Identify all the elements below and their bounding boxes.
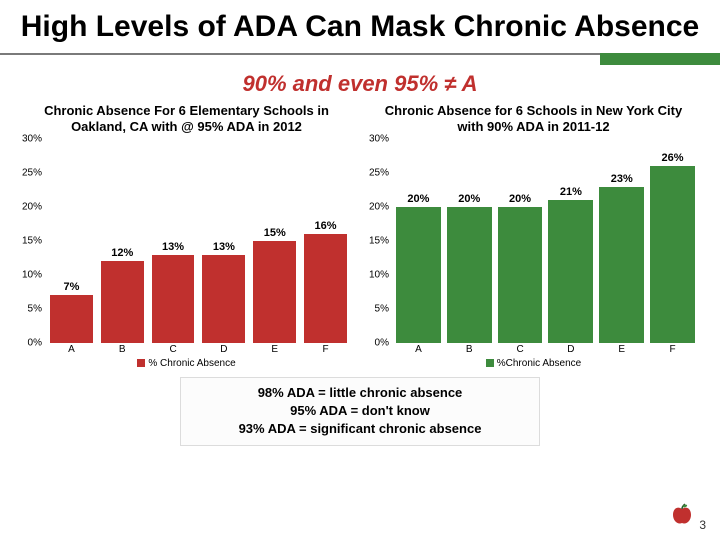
bar-value-label: 23% [611,173,633,185]
y-tick: 10% [18,270,46,281]
bar-wrap: 13% [198,139,249,343]
callout-box: 98% ADA = little chronic absence 95% ADA… [180,377,540,446]
bar [548,200,593,343]
x-axis-a: ABCDEF [46,344,351,355]
x-tick: D [198,344,249,355]
bar-value-label: 15% [264,227,286,239]
legend-b: %Chronic Absence [365,358,702,369]
bar-value-label: 21% [560,186,582,198]
bar [498,207,543,343]
bars-a: 7% 12% 13% 13% 15% 16% [46,139,351,343]
bar-value-label: 26% [662,152,684,164]
bar-wrap: 15% [249,139,300,343]
bar [253,241,296,343]
legend-label-b: %Chronic Absence [497,358,582,369]
bar-wrap: 21% [545,139,596,343]
x-tick: B [444,344,495,355]
chart-right-plot: 20% 20% 20% 21% 23% 26% ABCDEF %Chronic Absen… [365,139,702,369]
bar-value-label: 20% [509,193,531,205]
y-tick: 25% [18,168,46,179]
x-tick: E [249,344,300,355]
legend-a: % Chronic Absence [18,358,355,369]
subtitle-text: 90% and even 95% ≠ A [242,71,477,96]
chart-right-title: Chronic Absence for 6 Schools in New Yor… [365,103,702,140]
y-tick: 5% [18,304,46,315]
bar-wrap: 20% [444,139,495,343]
bar-wrap: 20% [393,139,444,343]
x-axis-b: ABCDEF [393,344,698,355]
x-tick: A [393,344,444,355]
x-tick: D [545,344,596,355]
y-tick: 25% [365,168,393,179]
bar-value-label: 13% [213,241,235,253]
y-tick: 20% [18,202,46,213]
legend-label-a: % Chronic Absence [148,358,235,369]
bar [650,166,695,343]
title-rule [0,53,720,65]
bar-wrap: 13% [148,139,199,343]
callout-line-1: 98% ADA = little chronic absence [189,384,531,402]
bar-wrap: 26% [647,139,698,343]
callout-line-2: 95% ADA = don't know [189,402,531,420]
bar [101,261,144,343]
callout-line-3: 93% ADA = significant chronic absence [189,420,531,438]
y-tick: 0% [18,338,46,349]
chart-left-title: Chronic Absence For 6 Elementary Schools… [18,103,355,140]
y-tick: 5% [365,304,393,315]
chart-left: Chronic Absence For 6 Elementary Schools… [18,103,355,370]
bar-wrap: 12% [97,139,148,343]
bar-wrap: 16% [300,139,351,343]
legend-swatch-b [486,359,494,367]
bar-value-label: 20% [458,193,480,205]
bar-value-label: 13% [162,241,184,253]
bar [304,234,347,343]
apple-icon [672,503,692,530]
bar-value-label: 12% [111,247,133,259]
bar [202,255,245,343]
x-tick: C [495,344,546,355]
legend-swatch-a [137,359,145,367]
subtitle: 90% and even 95% ≠ A [0,71,720,97]
bar [396,207,441,343]
y-tick: 15% [18,236,46,247]
x-tick: B [97,344,148,355]
bar-value-label: 16% [315,220,337,232]
y-tick: 10% [365,270,393,281]
x-tick: C [148,344,199,355]
bar-wrap: 20% [495,139,546,343]
charts-row: Chronic Absence For 6 Elementary Schools… [0,97,720,370]
page-title: High Levels of ADA Can Mask Chronic Abse… [0,0,720,49]
x-tick: E [596,344,647,355]
bars-b: 20% 20% 20% 21% 23% 26% [393,139,698,343]
y-tick: 20% [365,202,393,213]
bar-value-label: 20% [407,193,429,205]
bar-wrap: 7% [46,139,97,343]
slide-number: 3 [699,518,706,532]
y-tick: 30% [365,134,393,145]
bar [152,255,195,343]
bar [599,187,644,343]
chart-right: Chronic Absence for 6 Schools in New Yor… [365,103,702,370]
bar-wrap: 23% [596,139,647,343]
chart-left-plot: 7% 12% 13% 13% 15% 16% ABCDEF % Chronic Absen… [18,139,355,369]
bar-value-label: 7% [63,281,79,293]
x-tick: F [300,344,351,355]
bar [50,295,93,343]
y-tick: 30% [18,134,46,145]
plot-area-b: 20% 20% 20% 21% 23% 26% [393,139,698,343]
rule-accent [600,53,720,65]
y-tick: 0% [365,338,393,349]
plot-area-a: 7% 12% 13% 13% 15% 16% [46,139,351,343]
y-tick: 15% [365,236,393,247]
title-text: High Levels of ADA Can Mask Chronic Abse… [21,10,699,43]
x-tick: A [46,344,97,355]
bar [447,207,492,343]
x-tick: F [647,344,698,355]
